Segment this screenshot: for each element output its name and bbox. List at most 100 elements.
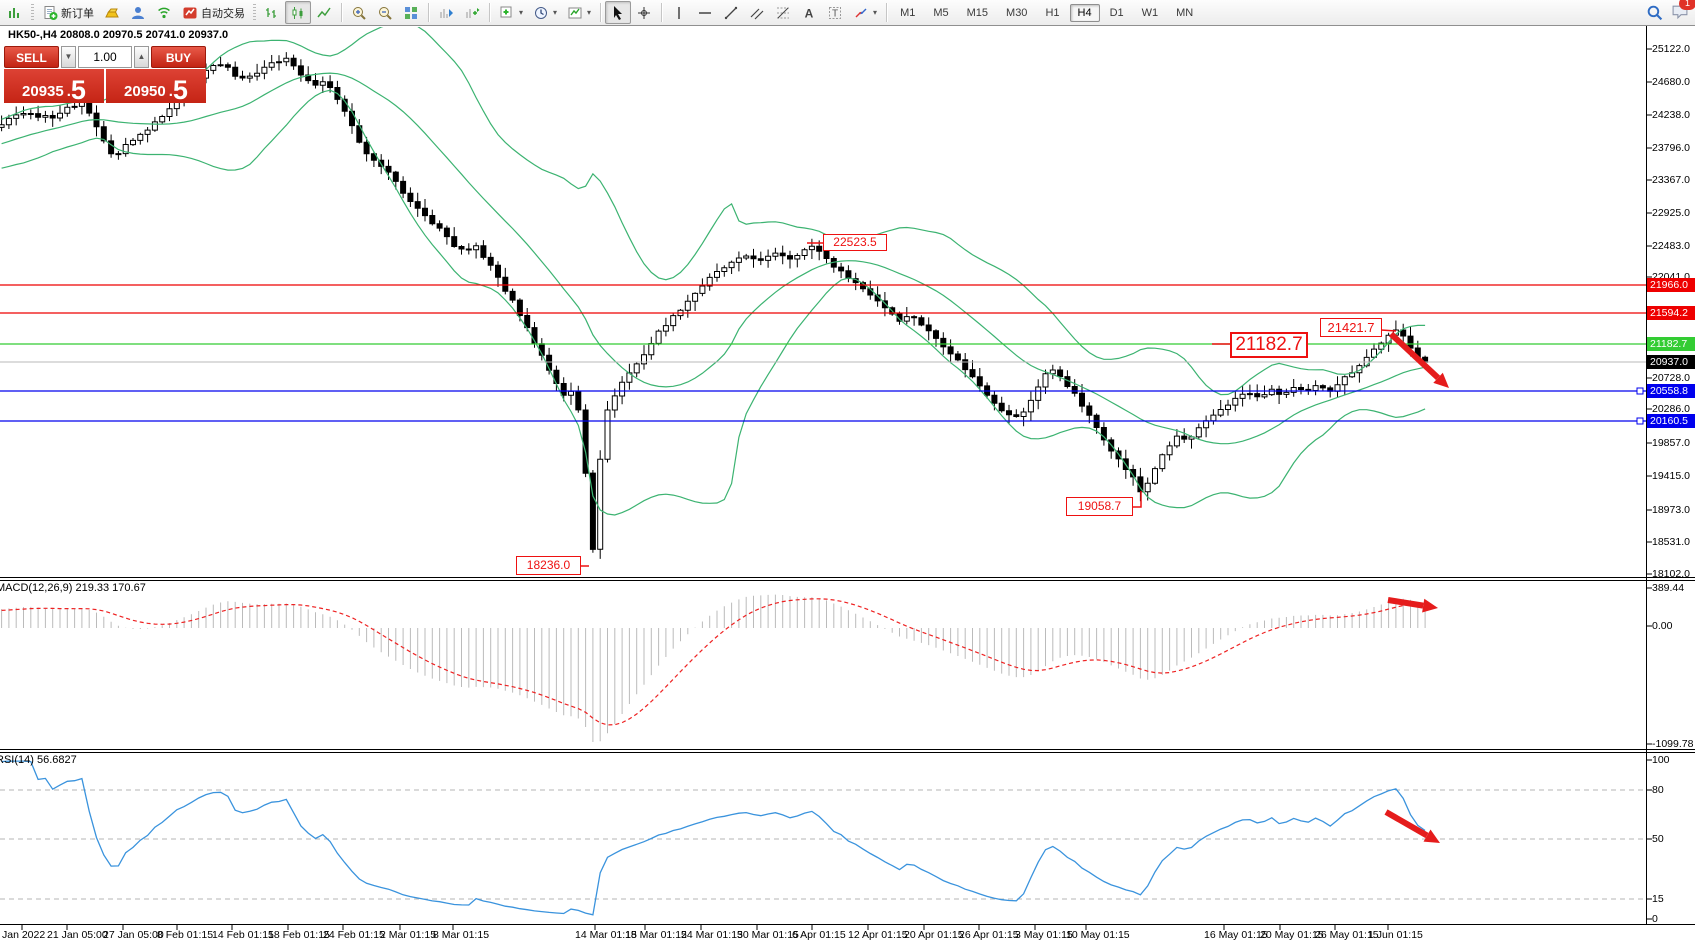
indicators-button[interactable]: ▾ [562,1,596,24]
chart-shift-button[interactable] [459,1,485,24]
zoom-in-button[interactable] [346,1,372,24]
timeframe-m15[interactable]: M15 [966,6,989,19]
trend-arrow-shaft[interactable] [1387,597,1424,609]
macd-series-layer [1,594,1426,742]
time-axis-label: 12 Apr 01:15 [848,929,908,941]
arrows-tool-button[interactable]: ▾ [848,1,882,24]
time-axis-label: 18 Mar 01:15 [625,929,687,941]
toolbar-separator [489,3,490,22]
timeframe-d1[interactable]: D1 [1109,6,1124,19]
hline-handle[interactable] [1636,387,1644,395]
bar-chart-mode-button[interactable] [259,1,285,24]
horizontal-line-tool-button[interactable] [692,1,718,24]
autotrade-button[interactable]: 自动交易 [177,1,250,24]
new-order-button[interactable]: 新订单 [37,1,99,24]
buy-price-panel[interactable]: 20950. 5 [106,69,206,104]
dropdown-caret-icon: ▾ [519,8,524,17]
callout-connector [1132,491,1142,508]
timeframe-m30[interactable]: M30 [1006,6,1028,19]
trend-arrow-shaft[interactable] [1388,331,1441,380]
new-order-icon [44,5,58,20]
gold-button[interactable] [99,1,125,24]
macd-indicator-label: MACD(12,26,9) 219.33 170.67 [0,582,146,594]
notification-badge: 1 [1679,0,1695,10]
price-callout[interactable]: 21421.7 [1320,318,1382,337]
one-click-trading-widget: SELL ▼ 1.00 ▲ BUY 20935. 5 20950. 5 [4,46,206,104]
community-button[interactable] [125,1,151,24]
zoom-out-icon [379,6,392,20]
rsi-axis-label: 0 [1652,913,1658,925]
price-axis-label: 18102.0 [1652,568,1690,580]
rsi-panel[interactable] [0,753,1646,924]
price-callout[interactable]: 21182.7 [1230,332,1308,358]
crosshair-tool-button[interactable] [631,1,657,24]
price-axis-label: 22925.0 [1652,207,1690,219]
hline-handle[interactable] [1636,417,1644,425]
price-axis-label: 19415.0 [1652,470,1690,482]
timeframe-w1[interactable]: W1 [1141,6,1159,19]
timeframe-h4[interactable]: H4 [1069,3,1100,22]
autotrade-label: 自动交易 [201,7,245,20]
auto-scroll-button[interactable] [433,1,459,24]
timeframe-mn[interactable]: MN [1176,6,1194,19]
trend-arrow-shaft[interactable] [1384,809,1429,839]
search-icon[interactable] [1646,4,1663,21]
time-axis-label: 6 Apr 01:15 [792,929,846,941]
tile-windows-button[interactable] [398,1,424,24]
price-badge: 20160.5 [1647,414,1695,428]
zoom-out-button[interactable] [372,1,398,24]
toolbar: 新订单 自动交易 [0,0,1695,25]
trendline-tool-button[interactable] [718,1,744,24]
price-axis-label: 24680.0 [1652,76,1690,88]
bb-upper [1,27,1426,396]
main-chart-panel[interactable] [0,26,1646,577]
sell-button[interactable]: SELL [4,46,59,68]
candle-chart-mode-button[interactable] [285,1,311,24]
price-callout[interactable]: 18236.0 [516,556,581,575]
trend-arrow-head[interactable] [1423,829,1441,844]
timeframe-m5[interactable]: M5 [933,6,949,19]
cursor-tool-button[interactable] [605,1,632,24]
trend-arrow-head[interactable] [1433,372,1449,388]
price-callout[interactable]: 19058.7 [1066,497,1133,516]
price-axis-label: 20286.0 [1652,403,1690,415]
macd-axis-label: -1099.78 [1652,738,1694,750]
volume-decrease-button[interactable]: ▼ [61,46,76,68]
signals-button[interactable] [151,1,177,24]
cursor-icon [614,5,623,20]
time-axis-label: 8 Feb 01:15 [157,929,214,941]
time-axis-label: 20 May 01:15 [1260,929,1324,941]
toolbar-separator [661,3,663,22]
timeframe-m1[interactable]: M1 [900,6,916,19]
fibonacci-icon [777,7,790,18]
horizontal-line-icon [699,11,712,14]
timeframe-h1[interactable]: H1 [1045,6,1060,19]
time-axis-label: 14 Mar 01:15 [575,929,637,941]
rsi-axis-label: 15 [1652,893,1664,905]
period-button[interactable]: ▾ [528,1,562,24]
fibonacci-tool-button[interactable] [770,1,796,24]
volume-increase-button[interactable]: ▲ [134,46,149,68]
time-axis-label: 20 Apr 01:15 [904,929,964,941]
callout-connector [1380,329,1397,332]
chat-button[interactable]: 1 [1671,0,1695,23]
timeframe-group: M1 M5 M15 M30 H1 H4 D1 W1 MN [891,3,1202,22]
new-chart-icon [500,6,512,17]
trend-arrow-head[interactable] [1422,598,1438,613]
price-badge: 20558.8 [1647,384,1695,398]
price-callout[interactable]: 22523.5 [823,234,887,251]
text-label-tool-button[interactable]: T [822,1,848,24]
channel-tool-button[interactable] [744,1,770,24]
macd-panel[interactable] [0,581,1646,749]
text-label-icon: T [829,6,842,19]
charts-button[interactable] [2,1,28,24]
sell-price: 20935 [22,83,64,100]
buy-button[interactable]: BUY [151,46,206,68]
text-tool-button[interactable]: A [796,1,822,24]
volume-input[interactable]: 1.00 [78,46,132,68]
line-chart-mode-button[interactable] [311,1,337,24]
new-chart-button[interactable]: ▾ [494,1,528,24]
sell-price-panel[interactable]: 20935. 5 [4,69,104,104]
vertical-line-tool-button[interactable] [666,1,692,24]
